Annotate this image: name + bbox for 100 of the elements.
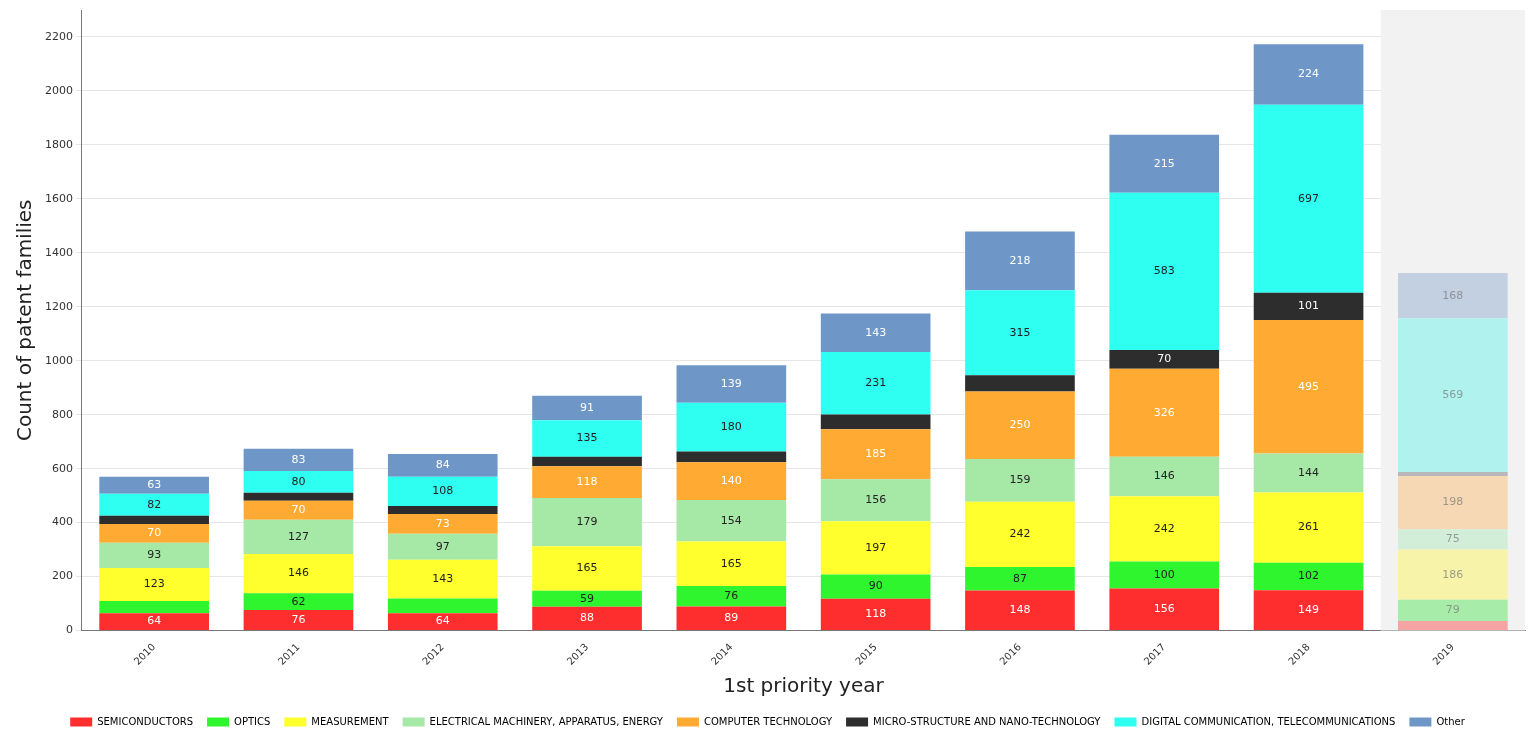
data-label: 82 (147, 497, 162, 511)
data-label: 87 (1012, 571, 1027, 585)
bar (676, 499, 787, 542)
bar (965, 375, 1075, 392)
data-label: 165 (720, 556, 742, 570)
bar (965, 458, 1075, 502)
data-label: 80 (291, 474, 306, 488)
data-label: 70 (291, 503, 306, 517)
bar (820, 352, 931, 415)
bar (243, 519, 354, 554)
data-label: 149 (1298, 603, 1320, 617)
data-label: 156 (865, 493, 887, 507)
data-label: 118 (576, 474, 598, 488)
data-label: 569 (1442, 387, 1464, 401)
y-tick-label: 1000 (44, 353, 73, 367)
bar (1109, 588, 1220, 631)
bar (1109, 456, 1220, 497)
bar (1398, 621, 1508, 631)
data-label: 62 (291, 594, 306, 608)
data-label: 326 (1153, 405, 1175, 419)
data-label: 140 (720, 473, 742, 487)
y-tick-label: 1800 (44, 137, 73, 151)
data-label: 127 (287, 529, 309, 543)
bar (1398, 599, 1508, 622)
bar (965, 231, 1075, 291)
data-label: 93 (147, 548, 162, 562)
data-label: 97 (435, 539, 450, 553)
bar (243, 500, 354, 520)
data-label: 59 (580, 591, 595, 605)
data-label: 168 (1442, 288, 1464, 302)
data-label: 70 (147, 526, 162, 540)
bar (243, 610, 354, 631)
bar (243, 448, 354, 472)
bar (1398, 475, 1508, 530)
bar (1253, 319, 1364, 454)
data-label: 198 (1442, 495, 1464, 509)
bar (243, 471, 354, 493)
legend-label: MEASUREMENT (311, 715, 390, 727)
data-label: 148 (1009, 603, 1031, 617)
y-tick-label: 400 (51, 515, 73, 529)
data-label: 91 (580, 400, 595, 414)
data-label: 139 (720, 376, 742, 390)
data-label: 224 (1298, 67, 1320, 81)
legend-label: Other (1436, 715, 1466, 727)
data-label: 64 (435, 614, 450, 628)
data-label: 118 (865, 607, 887, 621)
bar (99, 567, 209, 602)
data-label: 242 (1009, 527, 1031, 541)
data-label: 165 (576, 561, 598, 575)
data-label: 123 (143, 577, 165, 591)
data-label: 180 (720, 419, 742, 433)
y-tick-label: 0 (65, 623, 73, 637)
bar (965, 501, 1075, 568)
bar (1109, 349, 1220, 369)
bar (99, 601, 209, 614)
bar (965, 567, 1075, 591)
y-tick-label: 800 (51, 407, 73, 421)
legend-label: MICRO-STRUCTURE AND NANO-TECHNOLOGY (873, 715, 1102, 727)
legend-label: COMPUTER TECHNOLOGY (703, 715, 833, 727)
x-axis-title: 1st priority year (723, 673, 885, 698)
bar (1253, 453, 1364, 493)
data-label: 242 (1153, 521, 1175, 535)
data-label: 156 (1153, 602, 1175, 616)
bar (99, 523, 209, 543)
bar (1109, 368, 1220, 457)
bar (820, 574, 931, 599)
data-label: 583 (1153, 264, 1175, 278)
bar (1253, 590, 1364, 631)
bar (532, 546, 642, 591)
data-label: 88 (580, 611, 595, 625)
data-label: 197 (865, 540, 887, 554)
bar (676, 541, 787, 586)
data-label: 315 (1009, 325, 1031, 339)
y-tick-label: 1600 (44, 191, 73, 205)
data-label: 79 (1445, 603, 1460, 617)
data-label: 76 (291, 612, 306, 626)
bar (387, 533, 498, 560)
y-axis-title: Count of patent families (12, 199, 37, 442)
bar (99, 515, 209, 524)
bar (820, 598, 931, 631)
legend-label: OPTICS (234, 715, 271, 727)
data-label: 90 (868, 579, 883, 593)
bar (1109, 561, 1220, 589)
data-label: 495 (1298, 379, 1320, 393)
bar (965, 391, 1075, 459)
bar (676, 462, 787, 500)
data-label: 102 (1298, 569, 1320, 583)
bar (387, 559, 498, 599)
bar (532, 606, 642, 631)
bar (1109, 192, 1220, 350)
y-tick-label: 200 (51, 569, 73, 583)
bar (1109, 134, 1220, 193)
data-label: 231 (865, 376, 887, 390)
legend-label: DIGITAL COMMUNICATION, TELECOMMUNICATIONS (1141, 715, 1396, 727)
legend-label: ELECTRICAL MACHINERY, APPARATUS, ENERGY (429, 715, 664, 727)
bar (676, 606, 787, 631)
data-label: 89 (724, 611, 739, 625)
bar (532, 590, 642, 607)
bar (1398, 549, 1508, 600)
data-label: 63 (147, 478, 162, 492)
